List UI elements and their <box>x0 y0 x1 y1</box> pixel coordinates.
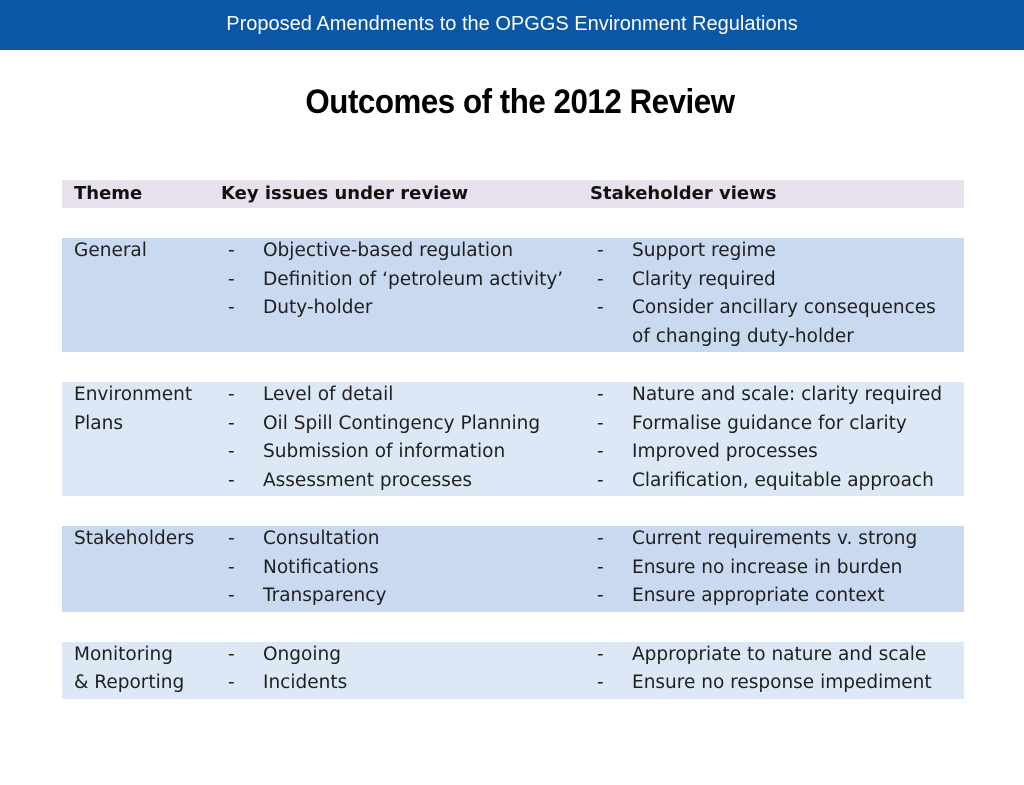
table-row-group: Monitoring - Ongoing - Appropriate to nature… <box>62 641 964 699</box>
theme-cell: Monitoring <box>74 643 173 665</box>
slide-title: Outcomes of the 2012 Review <box>305 83 735 121</box>
issue-cell: Consultation <box>263 528 380 549</box>
theme-cell: Plans <box>74 412 123 434</box>
header-stakeholder-views: Stakeholder views <box>590 183 777 204</box>
issue-bullet-dash: - <box>228 469 235 491</box>
table-row-group: General - Objective-based regulation - Suppo… <box>62 238 964 352</box>
view-bullet-dash: - <box>597 643 604 665</box>
table-row: - Notifications - Ensure no increase in bur… <box>62 555 964 584</box>
table-row: Environment - Level of detail - Nature and s… <box>62 382 964 411</box>
table-row: - Transparency - Ensure appropriate context <box>62 583 964 612</box>
view-cell: Formalise guidance for clarity <box>632 412 907 434</box>
theme-cell: General <box>74 240 147 261</box>
view-cell: Clarification, equitable approach <box>632 469 934 491</box>
table-row-group: Stakeholders - Consultation - Current requir… <box>62 526 964 612</box>
table-row: General - Objective-based regulation - Suppo… <box>62 238 964 267</box>
issue-cell: Definition of ‘petroleum activity’ <box>263 268 564 290</box>
row-spacer <box>62 612 964 642</box>
header-theme: Theme <box>74 183 143 204</box>
table-row: - Submission of information - Improved proc… <box>62 439 964 468</box>
view-bullet-dash: - <box>597 469 604 491</box>
view-cell: Consider ancillary consequences <box>632 297 936 318</box>
view-cell: Ensure no response impediment <box>632 672 932 693</box>
theme-cell: & Reporting <box>74 672 185 693</box>
table-row: Plans - Oil Spill Contingency Planning - For… <box>62 411 964 440</box>
view-cell: of changing duty-holder <box>632 325 854 347</box>
view-cell: Current requirements v. strong <box>632 528 918 549</box>
view-bullet-dash: - <box>597 268 604 290</box>
issue-cell: Notifications <box>263 556 379 578</box>
theme-cell: Environment <box>74 384 193 405</box>
top-banner: Proposed Amendments to the OPGGS Environ… <box>0 0 1024 50</box>
issue-cell: Level of detail <box>263 384 394 405</box>
issue-cell: Objective-based regulation <box>263 240 514 261</box>
view-bullet-dash: - <box>597 297 604 318</box>
view-cell: Improved processes <box>632 441 818 462</box>
issue-bullet-dash: - <box>228 528 235 549</box>
issue-bullet-dash: - <box>228 585 235 606</box>
issue-bullet-dash: - <box>228 240 235 261</box>
table-row: Stakeholders - Consultation - Current requir… <box>62 526 964 555</box>
issue-cell: Duty-holder <box>263 297 373 318</box>
table-row-group: Environment - Level of detail - Nature and s… <box>62 382 964 496</box>
view-cell: Nature and scale: clarity required <box>632 384 943 405</box>
review-outcomes-table: Theme Key issues under review Stakeholde… <box>62 180 964 699</box>
row-spacer <box>62 352 964 382</box>
issue-bullet-dash: - <box>228 268 235 290</box>
view-cell: Appropriate to nature and scale <box>632 643 927 665</box>
issue-bullet-dash: - <box>228 297 235 318</box>
issue-bullet-dash: - <box>228 643 235 665</box>
table-row: & Reporting - Incidents - Ensure no response… <box>62 670 964 699</box>
header-key-issues: Key issues under review <box>221 183 469 204</box>
table-row: of changing duty-holder <box>62 324 964 353</box>
issue-cell: Transparency <box>263 585 387 606</box>
issue-bullet-dash: - <box>228 672 235 693</box>
view-cell: Ensure no increase in burden <box>632 556 903 578</box>
view-cell: Support regime <box>632 240 776 261</box>
issue-cell: Incidents <box>263 672 348 693</box>
table-row: - Duty-holder - Consider ancillary conseque… <box>62 295 964 324</box>
issue-bullet-dash: - <box>228 441 235 462</box>
view-bullet-dash: - <box>597 412 604 434</box>
view-cell: Ensure appropriate context <box>632 585 885 606</box>
view-bullet-dash: - <box>597 672 604 693</box>
view-bullet-dash: - <box>597 556 604 578</box>
table-header-row: Theme Key issues under review Stakeholde… <box>62 180 964 208</box>
table-row: Monitoring - Ongoing - Appropriate to nature… <box>62 642 964 671</box>
row-spacer <box>62 208 964 238</box>
table-row: - Definition of ‘petroleum activity’ - Clar… <box>62 267 964 296</box>
view-bullet-dash: - <box>597 528 604 549</box>
issue-cell: Ongoing <box>263 643 341 665</box>
row-spacer <box>62 496 964 526</box>
issue-bullet-dash: - <box>228 384 235 405</box>
issue-cell: Assessment processes <box>263 469 472 491</box>
issue-cell: Oil Spill Contingency Planning <box>263 412 541 434</box>
table-row: - Assessment processes - Clarification, equ… <box>62 468 964 497</box>
theme-cell: Stakeholders <box>74 528 195 549</box>
view-bullet-dash: - <box>597 384 604 405</box>
view-bullet-dash: - <box>597 240 604 261</box>
banner-title: Proposed Amendments to the OPGGS Environ… <box>226 13 798 35</box>
view-bullet-dash: - <box>597 441 604 462</box>
issue-bullet-dash: - <box>228 412 235 434</box>
issue-bullet-dash: - <box>228 556 235 578</box>
view-cell: Clarity required <box>632 268 776 290</box>
view-bullet-dash: - <box>597 585 604 606</box>
issue-cell: Submission of information <box>263 441 506 462</box>
